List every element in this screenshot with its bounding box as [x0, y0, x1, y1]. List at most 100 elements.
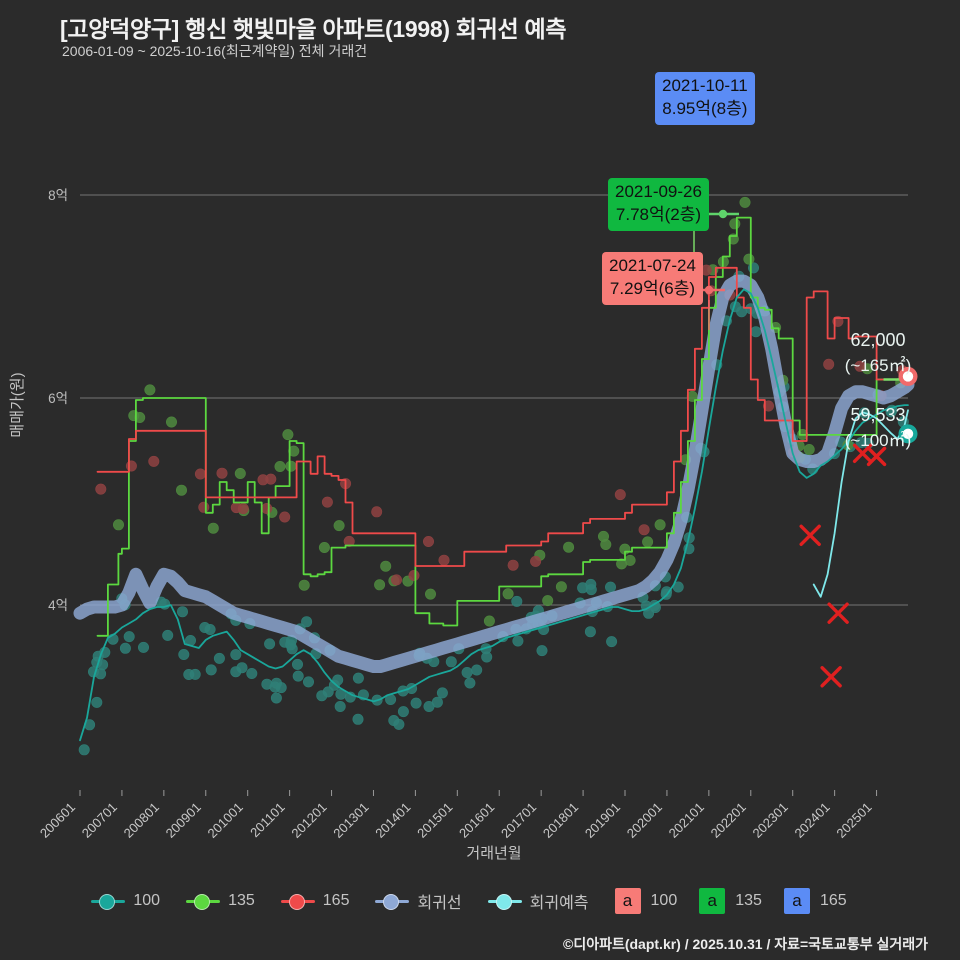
scatter-point: [265, 473, 277, 485]
legend-swatch-glyph: a: [614, 888, 641, 914]
annotation-price: 7.29억(6층): [609, 278, 696, 298]
scatter-point: [230, 649, 242, 661]
scatter-point: [334, 700, 346, 712]
scatter-point: [343, 535, 355, 547]
scatter-point: [431, 696, 443, 708]
end-label-value: 62,000: [850, 330, 906, 350]
x-tick-label: 201101: [247, 800, 288, 841]
end-label-100: 59,533 (~100㎡): [845, 405, 912, 451]
scatter-point: [512, 635, 524, 647]
x-tick-label: 202301: [750, 800, 791, 841]
legend-item-regression[interactable]: 회귀선: [375, 889, 462, 913]
cancelled-deal-x-icon: [852, 443, 873, 463]
scatter-point: [750, 326, 762, 338]
scatter-point: [318, 541, 330, 553]
legend-item-regression-forecast[interactable]: 회귀예측: [487, 889, 589, 913]
legend-marker-icon: [91, 893, 126, 910]
legend-item-135[interactable]: 135: [186, 892, 255, 910]
scatter-point: [654, 519, 666, 531]
legend-marker-icon: [375, 893, 410, 910]
scatter-point: [502, 588, 514, 600]
cancelled-deal-x-icon: [799, 524, 821, 546]
page-subtitle: 2006-01-09 ~ 2025-10-16(최근계약일) 전체 거래건: [62, 43, 368, 59]
scatter-point: [282, 429, 294, 441]
scatter-point: [298, 579, 310, 591]
scatter-point: [854, 360, 866, 372]
legend-marker-icon: [186, 893, 221, 910]
scatter-point: [483, 615, 495, 627]
scatter-point: [78, 744, 90, 756]
annotation-2021-09-26: 2021-09-26 7.78억(2층): [608, 178, 709, 231]
x-tick-label: 200901: [163, 800, 204, 841]
scatter-point: [536, 645, 548, 657]
scatter-point: [301, 616, 313, 628]
scatter-point: [134, 411, 146, 423]
series-line-165: [96, 266, 906, 567]
cancelled-deal-x-icon: [827, 602, 849, 624]
legend-swatch-100[interactable]: a 100: [614, 888, 677, 914]
scatter-point: [321, 496, 333, 508]
scatter-point: [234, 467, 246, 479]
x-axis-title: 거래년월: [466, 845, 521, 862]
scatter-point: [119, 642, 131, 654]
scatter-point: [288, 445, 300, 457]
annotation-date: 2021-09-26: [615, 182, 702, 201]
scatter-point: [638, 524, 650, 536]
scatter-point: [198, 501, 210, 513]
scatter-point: [397, 706, 409, 718]
scatter-point: [279, 511, 291, 523]
scatter-point: [270, 692, 282, 704]
scatter-point: [390, 574, 402, 586]
legend-label: 회귀선: [417, 895, 462, 912]
x-tick-label: 201401: [372, 800, 413, 841]
scatter-point: [555, 581, 567, 593]
legend-item-100[interactable]: 100: [91, 892, 160, 910]
legend-label: 165: [322, 892, 350, 909]
chart-legend[interactable]: 100 135 165 회귀선 회귀예측 a 100 a 135 a 165: [0, 888, 960, 914]
legend-swatch-label: 165: [819, 892, 847, 909]
scatter-point: [542, 595, 554, 607]
scatter-point: [204, 623, 216, 635]
legend-swatch-label: 135: [735, 892, 762, 909]
scatter-point: [213, 652, 225, 664]
series-line-135: [96, 216, 906, 637]
legend-swatch-135[interactable]: a 135: [699, 888, 762, 914]
footer-credit: ©디아파트(dapt.kr) / 2025.10.31 / 자료=국토교통부 실…: [563, 936, 928, 952]
scatter-point: [285, 460, 297, 472]
scatter-point: [123, 631, 135, 643]
x-tick-label: 202001: [624, 800, 665, 841]
x-tick-label: 201001: [205, 800, 246, 841]
x-tick-label: 201501: [414, 800, 455, 841]
annotation-2021-10-11: 2021-10-11 8.95억(8층): [655, 72, 755, 125]
scatter-point: [410, 697, 422, 709]
legend-item-165[interactable]: 165: [280, 892, 350, 910]
scatter-point: [236, 662, 248, 674]
scatter-point: [292, 670, 304, 682]
legend-label: 회귀예측: [529, 895, 589, 912]
scatter-point: [261, 678, 273, 690]
x-tick-label: 201801: [540, 800, 581, 841]
scatter-point: [577, 582, 589, 594]
scatter-point: [371, 506, 383, 518]
legend-swatch-165[interactable]: a 165: [783, 888, 847, 914]
scatter-point: [176, 484, 188, 496]
y-tick-label: 8억: [48, 188, 68, 203]
annotation-price: 8.95억(8층): [662, 98, 748, 118]
legend-marker-icon: [487, 893, 522, 910]
x-tick-label: 202201: [708, 800, 749, 841]
scatter-point: [302, 676, 314, 688]
end-label-area: (~100㎡): [844, 431, 912, 450]
x-tick-label: 201701: [498, 800, 539, 841]
x-tick-label: 201601: [456, 800, 497, 841]
scatter-point: [374, 579, 386, 591]
x-tick-label: 202401: [791, 800, 832, 841]
scatter-point: [438, 554, 450, 566]
x-tick-label: 202501: [833, 800, 874, 841]
scatter-point: [743, 253, 755, 265]
series-line-100: [79, 288, 909, 742]
scatter-point: [275, 682, 287, 694]
annotation-marker: [707, 209, 739, 219]
scatter-point: [464, 677, 476, 689]
scatter-point: [205, 664, 217, 676]
